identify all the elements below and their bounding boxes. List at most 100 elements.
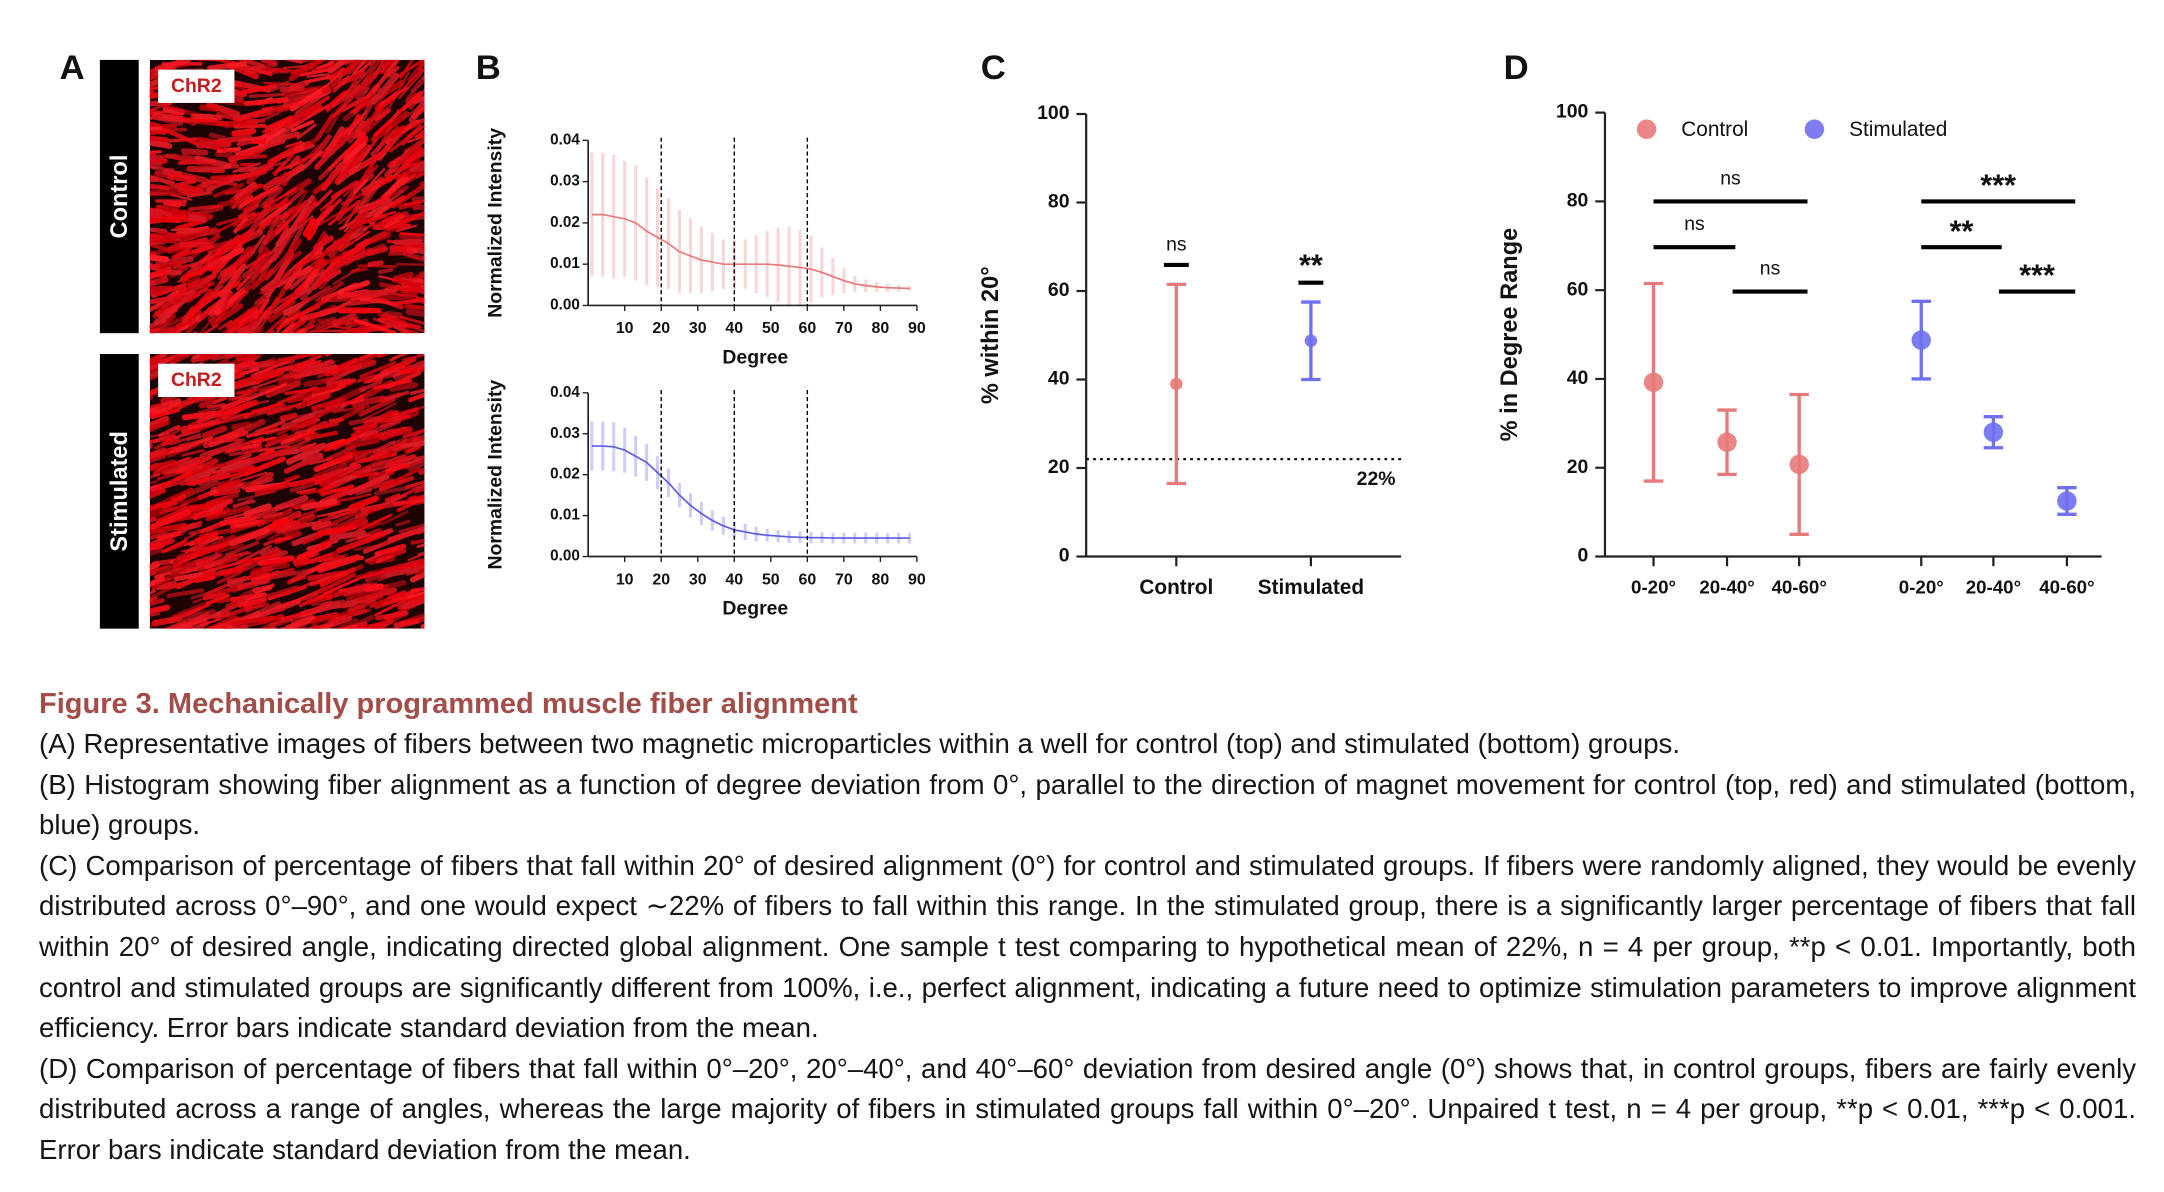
fiber (181, 449, 205, 457)
fiber (244, 445, 263, 456)
x-axis-label: Degree (722, 597, 788, 619)
fiber (384, 493, 401, 502)
fiber (219, 53, 259, 56)
fiber (399, 315, 425, 326)
fiber-image (149, 353, 441, 640)
fiber (377, 86, 408, 107)
fiber (149, 324, 152, 329)
fiber (217, 236, 249, 257)
fiber (351, 633, 381, 640)
significance-label: *** (2019, 259, 2055, 293)
fiber (285, 442, 327, 465)
fiber (420, 623, 425, 629)
fiber (326, 80, 359, 113)
fiber (388, 71, 410, 109)
fiber (188, 527, 214, 536)
fiber (429, 379, 441, 381)
fiber (153, 571, 171, 579)
fiber (352, 59, 359, 62)
fiber (313, 134, 332, 158)
fiber (238, 203, 260, 219)
stain-box (158, 363, 235, 397)
x-tick-label: 30 (689, 571, 707, 588)
fiber (238, 554, 279, 563)
fiber (187, 273, 217, 296)
fiber (309, 329, 344, 333)
fiber (343, 59, 358, 65)
fiber (285, 633, 296, 637)
fiber (150, 314, 189, 334)
fiber (149, 596, 158, 602)
fiber (398, 232, 425, 242)
fiber (317, 616, 353, 629)
fiber (383, 390, 410, 401)
fiber (183, 276, 201, 286)
fiber (250, 234, 266, 255)
fiber (243, 503, 272, 517)
fiber (220, 291, 234, 312)
fiber (336, 624, 358, 629)
fiber (149, 405, 172, 418)
fiber (323, 637, 334, 639)
fiber (235, 353, 265, 362)
fiber (376, 211, 401, 227)
fiber (280, 412, 316, 430)
fiber (405, 331, 412, 334)
y-axis-label: Normalized Intensity (485, 128, 507, 318)
fiber (366, 531, 386, 543)
fiber (287, 59, 297, 63)
fiber (265, 380, 301, 398)
fiber (192, 331, 199, 334)
fiber (149, 179, 159, 182)
fiber (172, 627, 182, 629)
fiber (317, 207, 348, 227)
legend-label: Control (1681, 118, 1748, 141)
fiber (280, 322, 296, 334)
significance-label: ns (1684, 213, 1705, 235)
fiber (288, 79, 310, 91)
fiber (307, 557, 350, 573)
fiber (372, 414, 411, 424)
fiber (274, 225, 299, 259)
fiber (149, 153, 178, 160)
fiber (306, 337, 331, 352)
fiber (297, 511, 314, 520)
fiber (299, 306, 342, 322)
fiber (410, 538, 425, 545)
fiber (412, 204, 425, 211)
fiber (406, 246, 425, 255)
fiber (282, 52, 322, 54)
fiber (399, 232, 425, 237)
fiber (173, 430, 201, 439)
fiber (289, 266, 316, 290)
fiber (283, 59, 304, 64)
fiber (279, 412, 298, 421)
fiber (261, 617, 294, 629)
fiber (166, 260, 211, 271)
fiber (407, 553, 424, 562)
fiber (289, 482, 314, 493)
x-tick-label: 70 (835, 320, 853, 337)
fiber (323, 435, 357, 452)
fiber (260, 197, 275, 208)
fiber (329, 530, 367, 541)
fiber (161, 126, 200, 147)
x-tick-label: 80 (872, 320, 890, 337)
fiber (199, 441, 243, 460)
fiber (375, 610, 408, 621)
fiber (195, 59, 219, 62)
fiber (182, 633, 202, 638)
fiber (355, 571, 373, 580)
fiber (293, 200, 319, 228)
fiber (262, 561, 290, 572)
fiber (210, 176, 230, 181)
fiber (243, 592, 265, 602)
fiber (180, 492, 210, 506)
fiber (155, 404, 171, 410)
fiber (374, 293, 417, 301)
fiber (293, 364, 339, 380)
fiber (406, 78, 425, 99)
fiber (216, 479, 234, 487)
x-tick-label: 40-60° (2039, 576, 2094, 597)
fiber (384, 310, 403, 319)
